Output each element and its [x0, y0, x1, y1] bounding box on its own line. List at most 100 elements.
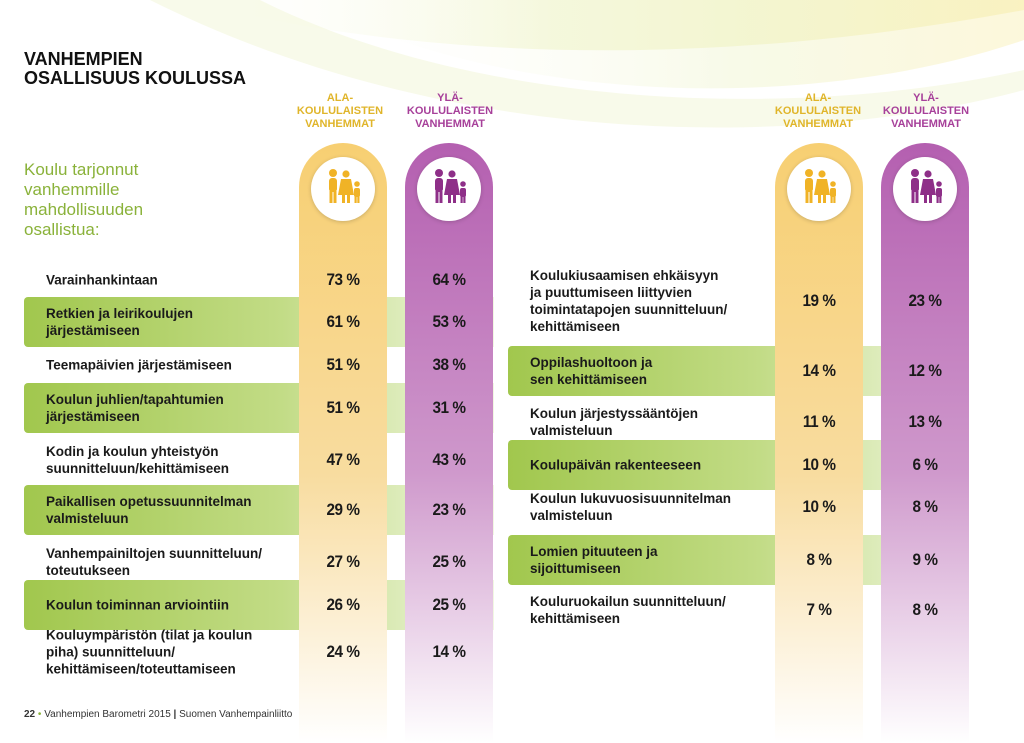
decorative-swoosh [150, 0, 1024, 128]
value-yla: 38 % [432, 355, 466, 374]
row-label-line: ja puuttumiseen liittyvien [530, 285, 693, 300]
column-pill-ala-right [775, 143, 863, 743]
value-yla: 23 % [432, 500, 466, 519]
row-label-line: Koulun lukuvuosisuunnitelman [530, 491, 732, 506]
row-label-line: Retkien ja leirikoulujen [46, 306, 194, 321]
row-label: Koulukiusaamisen ehkäisyyn ja puuttumisee… [530, 267, 727, 335]
value-yla: 8 % [912, 497, 938, 516]
family-icon [787, 157, 851, 221]
value-ala: 29 % [326, 500, 360, 519]
row-label-line: suunnitteluun/kehittämiseen [46, 461, 230, 476]
value-yla: 31 % [432, 398, 466, 417]
column-header-line: KOULULAISTEN [774, 105, 862, 117]
column-header-line: VANHEMMAT [415, 118, 485, 130]
value-ala: 10 % [802, 497, 836, 516]
value-ala: 10 % [802, 455, 836, 474]
intro-line: vanhemmille [24, 180, 120, 199]
value-ala: 11 % [802, 412, 836, 431]
column-pill-yla-left [405, 143, 493, 743]
column-header-ala-left: ALA- KOULULAISTEN VANHEMMAT [285, 92, 395, 131]
column-pill-yla-right [881, 143, 969, 743]
family-icon [417, 157, 481, 221]
page-title-line: VANHEMPIEN [24, 49, 143, 69]
value-ala: 73 % [326, 270, 360, 289]
value-ala: 26 % [326, 595, 360, 614]
row-label-line: Oppilashuoltoon ja [530, 355, 653, 370]
row-label-line: Kodin ja koulun yhteistyön [46, 444, 219, 459]
column-header-line: VANHEMMAT [783, 118, 853, 130]
value-yla: 64 % [432, 270, 466, 289]
row-label: Vanhempainiltojen suunnitteluun/toteutuk… [46, 545, 262, 579]
column-header-line: YLÄ- [437, 92, 463, 104]
column-header-line: KOULULAISTEN [882, 105, 970, 117]
row-label: Lomien pituuteen ja sijoittumiseen [530, 543, 658, 577]
value-yla: 23 % [908, 291, 942, 310]
column-header-line: KOULULAISTEN [406, 105, 494, 117]
value-ala: 61 % [326, 312, 360, 331]
row-label-line: Teemapäivien järjestämiseen [46, 357, 232, 373]
row-label-line: kehittämiseen [530, 611, 621, 626]
row-label: Teemapäivien järjestämiseen [46, 357, 232, 374]
value-ala: 19 % [802, 291, 836, 310]
row-label-line: Vanhempainiltojen suunnitteluun/ [46, 546, 263, 561]
row-label-line: kehittämiseen/toteuttamiseen [46, 661, 236, 677]
row-label-line: toteutukseen [46, 563, 131, 578]
value-ala: 51 % [326, 355, 360, 374]
column-header-line: VANHEMMAT [891, 118, 961, 130]
row-label-line: sijoittumiseen [530, 561, 621, 576]
value-yla: 25 % [432, 595, 466, 614]
value-yla: 9 % [912, 550, 938, 569]
row-label-line: järjestämiseen [46, 409, 140, 424]
family-icon [893, 157, 957, 221]
row-label-line: valmisteluun [530, 508, 613, 523]
column-header-ala-right: ALA- KOULULAISTEN VANHEMMAT [763, 92, 873, 131]
value-yla: 43 % [432, 450, 466, 469]
column-header-line: YLÄ- [913, 92, 939, 104]
row-label-line: Paikallisen opetussuunnitelman [46, 494, 252, 509]
value-yla: 6 % [912, 455, 938, 474]
footer-bullet: • [37, 709, 42, 720]
page-title-line: OSALLISUUS KOULUSSA [24, 68, 247, 88]
family-icon [311, 157, 375, 221]
row-label-line: Koulun toiminnan arviointiin [46, 597, 229, 613]
row-label-line: Lomien pituuteen ja [530, 544, 658, 559]
row-label-line: Varainhankintaan [46, 272, 158, 288]
value-ala: 14 % [802, 361, 836, 380]
row-label: Varainhankintaan [46, 272, 158, 289]
intro-line: osallistua: [24, 220, 100, 239]
row-label-line: Koulun järjestyssääntöjen [530, 406, 699, 421]
column-header-line: ALA- [804, 92, 832, 104]
value-yla: 53 % [432, 312, 466, 331]
row-label-line: järjestämiseen [46, 323, 140, 338]
row-label: Retkien ja leirikoulujen järjestämiseen [46, 305, 193, 339]
column-header-yla-right: YLÄ- KOULULAISTEN VANHEMMAT [871, 92, 981, 131]
row-label-line: sen kehittämiseen [530, 372, 648, 387]
footer-publisher: Suomen Vanhempainliitto [179, 709, 293, 720]
row-label: Koulun lukuvuosisuunnitelman valmisteluun [530, 490, 731, 524]
row-label: Koulun järjestyssääntöjen valmisteluun [530, 405, 698, 439]
row-label-line: Kouluruokailun suunnitteluun/ [530, 594, 726, 609]
column-header-line: VANHEMMAT [305, 118, 375, 130]
row-label-line: Kouluympäristön (tilat ja koulun [46, 627, 253, 643]
value-ala: 24 % [326, 642, 360, 661]
row-label: Kodin ja koulun yhteistyön suunnitteluun/… [46, 443, 229, 477]
row-label: Kouluruokailun suunnitteluun/kehittämise… [530, 593, 726, 627]
value-ala: 8 % [806, 550, 832, 569]
value-ala: 7 % [806, 600, 832, 619]
intro-line: mahdollisuuden [24, 200, 144, 219]
value-ala: 27 % [326, 552, 360, 571]
intro-text: Koulu tarjonnut vanhemmille mahdollisuuden… [24, 160, 264, 240]
value-ala: 51 % [326, 398, 360, 417]
value-yla: 25 % [432, 552, 466, 571]
row-label-line: Koulupäivän rakenteeseen [530, 457, 702, 473]
value-yla: 14 % [432, 642, 466, 661]
footer-publication: Vanhempien Barometri 2015 [44, 709, 171, 720]
row-label-line: toimintatapojen suunnitteluun/ [530, 302, 728, 317]
row-label-line: Koulukiusaamisen ehkäisyyn [530, 268, 719, 283]
row-label-line: valmisteluun [530, 423, 613, 438]
row-label: Koulun toiminnan arviointiin [46, 597, 229, 614]
intro-line: Koulu tarjonnut [24, 160, 139, 179]
value-ala: 47 % [326, 450, 360, 469]
row-label: Kouluympäristön (tilat ja koulun piha) su… [46, 627, 252, 678]
